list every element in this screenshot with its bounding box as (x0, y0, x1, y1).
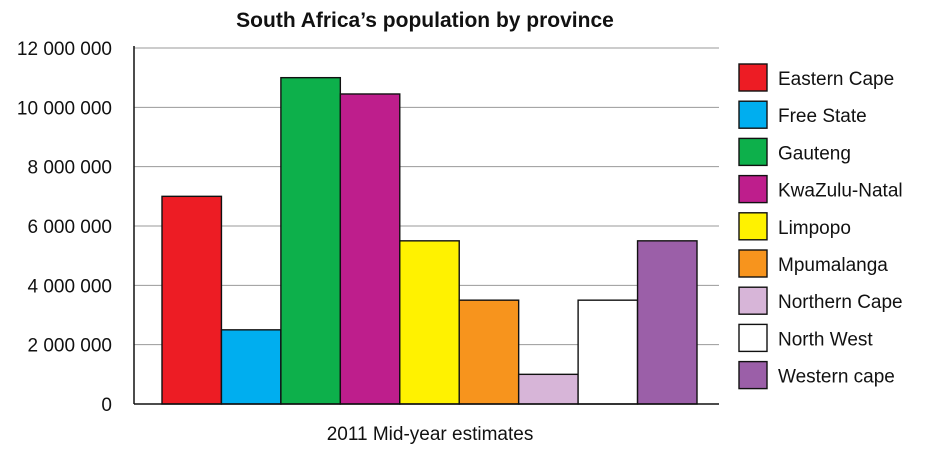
legend-label: Free State (778, 106, 867, 127)
y-tick-label: 6 000 000 (27, 217, 112, 238)
legend-swatch (738, 286, 768, 315)
legend-label: North West (778, 329, 873, 350)
bars (161, 76, 698, 405)
y-tick-label: 4 000 000 (27, 276, 112, 297)
bar-western-cape (636, 240, 698, 405)
y-tick-label: 0 (101, 395, 112, 416)
legend-label: Gauteng (778, 143, 851, 164)
bar-mpumalanga (458, 299, 520, 405)
y-tick-labels: 0 2 000 000 4 000 000 6 000 000 8 000 000 10 … (17, 39, 112, 416)
legend-swatch (738, 100, 768, 129)
legend-swatch (738, 249, 768, 278)
legend-swatch (738, 323, 768, 353)
legend-swatch (738, 63, 768, 92)
legend-label: Western cape (778, 367, 895, 388)
bar-eastern-cape (161, 195, 223, 405)
bar-limpopo (399, 240, 460, 405)
legend-swatch (738, 137, 768, 167)
y-tick-label: 12 000 000 (17, 39, 112, 60)
legend-swatch (738, 212, 768, 241)
legend-label: Mpumalanga (778, 255, 888, 276)
legend-swatch (738, 174, 768, 204)
bar-north-west (577, 299, 639, 405)
bar-gauteng (280, 76, 342, 405)
legend: Eastern Cape Free State Gauteng KwaZulu-Nat… (738, 63, 903, 390)
bar-kwazulu-natal (339, 93, 401, 405)
legend-label: Eastern Cape (778, 69, 894, 90)
legend-swatch (738, 360, 768, 390)
y-tick-label: 8 000 000 (27, 158, 112, 179)
legend-label: Northern Cape (778, 292, 903, 313)
bar-free-state (220, 329, 282, 405)
axes (133, 46, 719, 405)
chart-title: South Africa’s population by province (236, 9, 614, 32)
legend-label: KwaZulu-Natal (778, 181, 903, 202)
legend-label: Limpopo (778, 218, 851, 239)
y-tick-label: 2 000 000 (27, 336, 112, 357)
y-tick-label: 10 000 000 (17, 98, 112, 119)
x-axis-label: 2011 Mid-year estimates (327, 424, 534, 445)
bar-northern-cape (517, 373, 579, 405)
